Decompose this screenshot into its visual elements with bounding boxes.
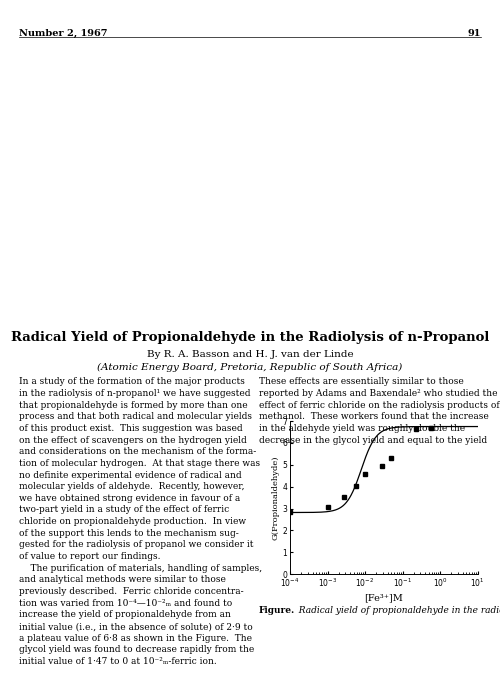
X-axis label: [Fe³⁺]M: [Fe³⁺]M [364,594,403,603]
Text: In a study of the formation of the major products
in the radiolysis of n-propano: In a study of the formation of the major… [19,377,262,666]
Text: Radical Yield of Propionaldehyde in the Radiolysis of n-Propanol: Radical Yield of Propionaldehyde in the … [11,331,489,344]
Text: (Atomic Energy Board, Pretoria, Republic of South Africa): (Atomic Energy Board, Pretoria, Republic… [98,363,403,372]
Text: These effects are essentially similar to those
reported by Adams and Baxendale² : These effects are essentially similar to… [259,377,500,445]
Text: Number 2, 1967: Number 2, 1967 [19,29,108,38]
Text: Figure.: Figure. [259,606,295,615]
Text: Radical yield of propionaldehyde in the radiolysis of n-propanol.: Radical yield of propionaldehyde in the … [293,606,500,615]
Text: 91: 91 [468,29,481,38]
Y-axis label: G(Propionaldehyde): G(Propionaldehyde) [272,455,280,540]
Text: By R. A. Basson and H. J. van der Linde: By R. A. Basson and H. J. van der Linde [146,350,354,359]
